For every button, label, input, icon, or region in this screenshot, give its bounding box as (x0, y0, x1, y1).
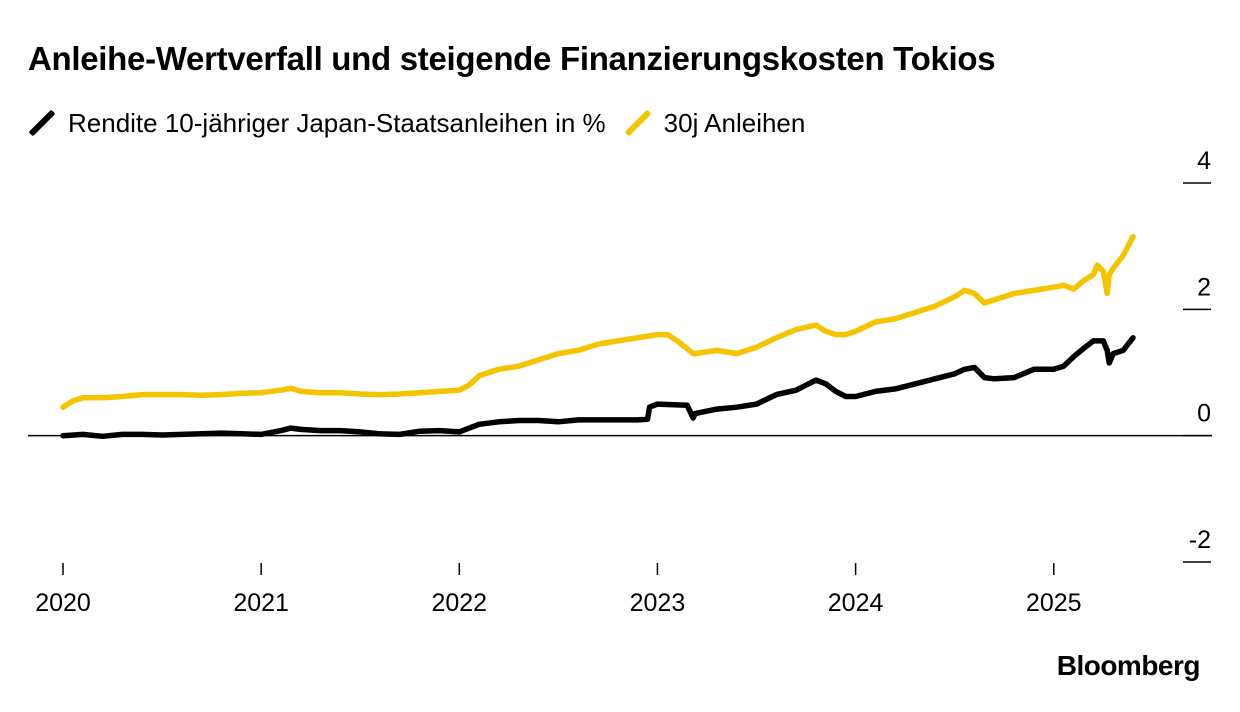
series-line-30y (60, 233, 1136, 410)
legend-label-30y: 30j Anleihen (663, 107, 806, 138)
y-tick-label: 4 (1197, 147, 1211, 175)
x-tick-label: 2021 (233, 589, 289, 617)
legend-item-10y: Rendite 10-jähriger Japan-Staatsanleihen… (28, 108, 606, 139)
legend-label-10y: Rendite 10-jähriger Japan-Staatsanleihen… (68, 107, 606, 138)
bloomberg-logo: Bloomberg (1056, 650, 1201, 681)
x-tick-label: 2022 (431, 589, 487, 617)
x-tick-label: 2020 (35, 589, 91, 617)
x-tick-label: 2023 (630, 589, 686, 617)
legend-item-30y: 30j Anleihen (624, 108, 806, 139)
chart-title: Anleihe-Wertverfall und steigende Finanz… (28, 40, 996, 77)
x-tick-label: 2024 (828, 589, 884, 617)
y-tick-label: 2 (1197, 273, 1211, 301)
y-tick-label: 0 (1197, 400, 1211, 428)
y-tick-label: -2 (1189, 526, 1211, 554)
series-line-10y (60, 335, 1136, 440)
legend: Rendite 10-jähriger Japan-Staatsanleihen… (28, 106, 823, 140)
x-tick-label: 2025 (1026, 589, 1082, 617)
